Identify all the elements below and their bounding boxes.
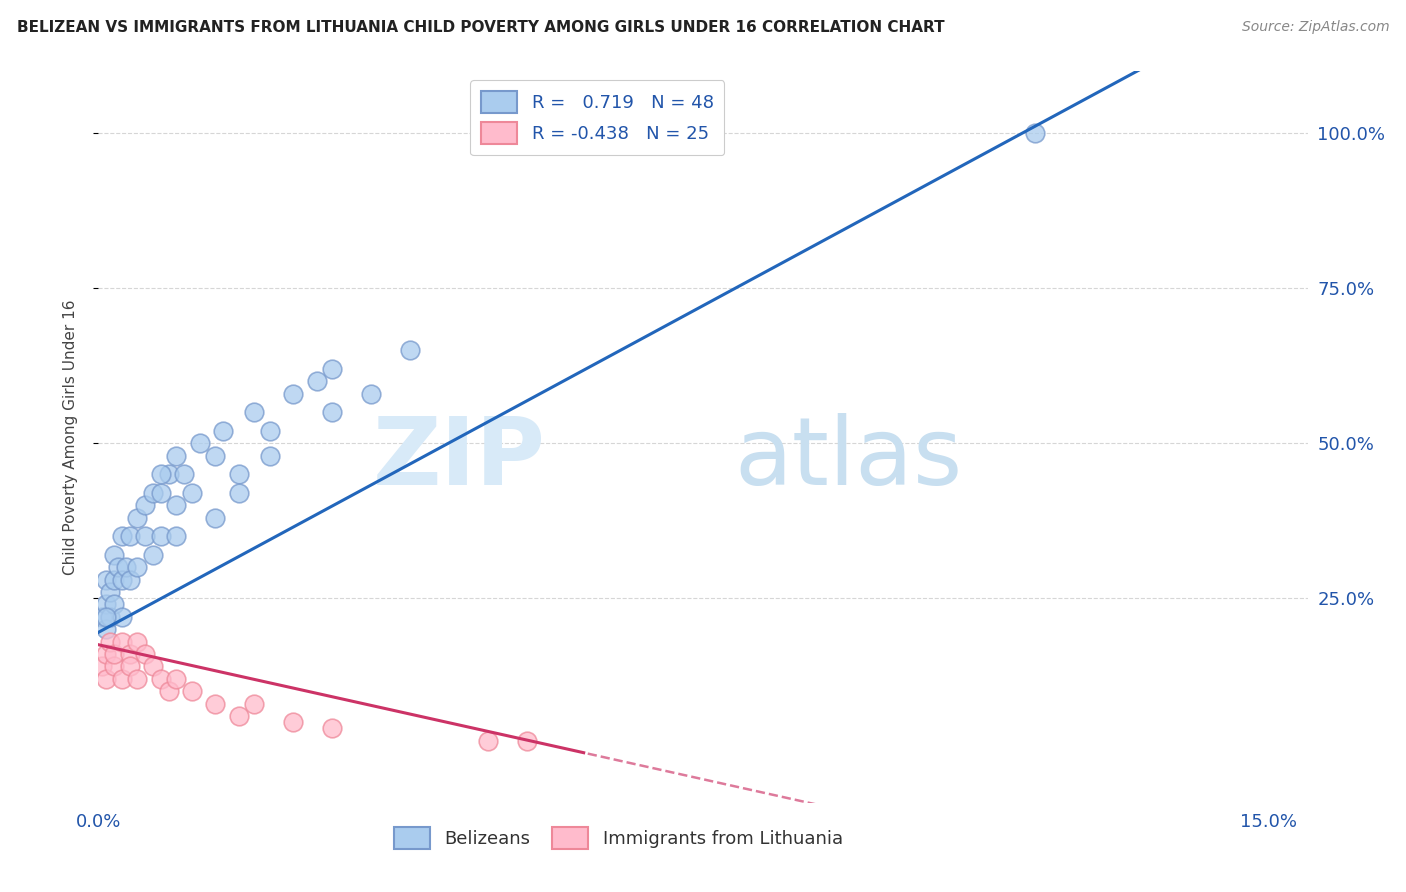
Point	[157, 684, 180, 698]
Point	[149, 486, 172, 500]
Point	[111, 634, 134, 648]
Point	[243, 697, 266, 711]
Point	[157, 467, 180, 482]
Point	[134, 529, 156, 543]
Point	[127, 560, 149, 574]
Point	[134, 498, 156, 512]
Point	[127, 510, 149, 524]
Point	[91, 659, 114, 673]
Point	[96, 672, 118, 686]
Point	[103, 647, 125, 661]
Point	[228, 709, 250, 723]
Point	[96, 573, 118, 587]
Point	[103, 598, 125, 612]
Point	[181, 486, 204, 500]
Point	[165, 449, 187, 463]
Point	[98, 585, 121, 599]
Point	[91, 610, 114, 624]
Point	[283, 386, 305, 401]
Point	[103, 659, 125, 673]
Point	[96, 610, 118, 624]
Point	[111, 672, 134, 686]
Point	[98, 610, 121, 624]
Point	[98, 634, 121, 648]
Point	[228, 467, 250, 482]
Point	[1024, 126, 1046, 140]
Point	[181, 684, 204, 698]
Point	[118, 573, 141, 587]
Point	[142, 486, 165, 500]
Point	[204, 697, 226, 711]
Point	[127, 672, 149, 686]
Point	[96, 598, 118, 612]
Point	[259, 449, 281, 463]
Point	[204, 510, 226, 524]
Point	[321, 362, 343, 376]
Point	[283, 715, 305, 730]
Point	[111, 529, 134, 543]
Point	[149, 467, 172, 482]
Point	[118, 529, 141, 543]
Text: atlas: atlas	[734, 413, 962, 505]
Point	[96, 622, 118, 636]
Point	[118, 659, 141, 673]
Point	[321, 722, 343, 736]
Point	[142, 548, 165, 562]
Point	[107, 560, 129, 574]
Y-axis label: Child Poverty Among Girls Under 16: Child Poverty Among Girls Under 16	[63, 300, 77, 574]
Point	[477, 734, 499, 748]
Point	[103, 573, 125, 587]
Point	[103, 548, 125, 562]
Point	[111, 610, 134, 624]
Point	[243, 405, 266, 419]
Point	[134, 647, 156, 661]
Point	[142, 659, 165, 673]
Point	[321, 405, 343, 419]
Text: ZIP: ZIP	[373, 413, 546, 505]
Point	[165, 672, 187, 686]
Point	[114, 560, 136, 574]
Point	[228, 486, 250, 500]
Point	[360, 386, 382, 401]
Text: Source: ZipAtlas.com: Source: ZipAtlas.com	[1241, 20, 1389, 34]
Point	[204, 449, 226, 463]
Point	[305, 374, 328, 388]
Point	[127, 634, 149, 648]
Point	[173, 467, 195, 482]
Text: BELIZEAN VS IMMIGRANTS FROM LITHUANIA CHILD POVERTY AMONG GIRLS UNDER 16 CORRELA: BELIZEAN VS IMMIGRANTS FROM LITHUANIA CH…	[17, 20, 945, 35]
Point	[165, 498, 187, 512]
Point	[149, 672, 172, 686]
Point	[516, 734, 538, 748]
Point	[212, 424, 235, 438]
Point	[399, 343, 422, 358]
Point	[188, 436, 211, 450]
Legend: Belizeans, Immigrants from Lithuania: Belizeans, Immigrants from Lithuania	[387, 820, 851, 856]
Point	[118, 647, 141, 661]
Point	[96, 647, 118, 661]
Point	[149, 529, 172, 543]
Point	[259, 424, 281, 438]
Point	[165, 529, 187, 543]
Point	[111, 573, 134, 587]
